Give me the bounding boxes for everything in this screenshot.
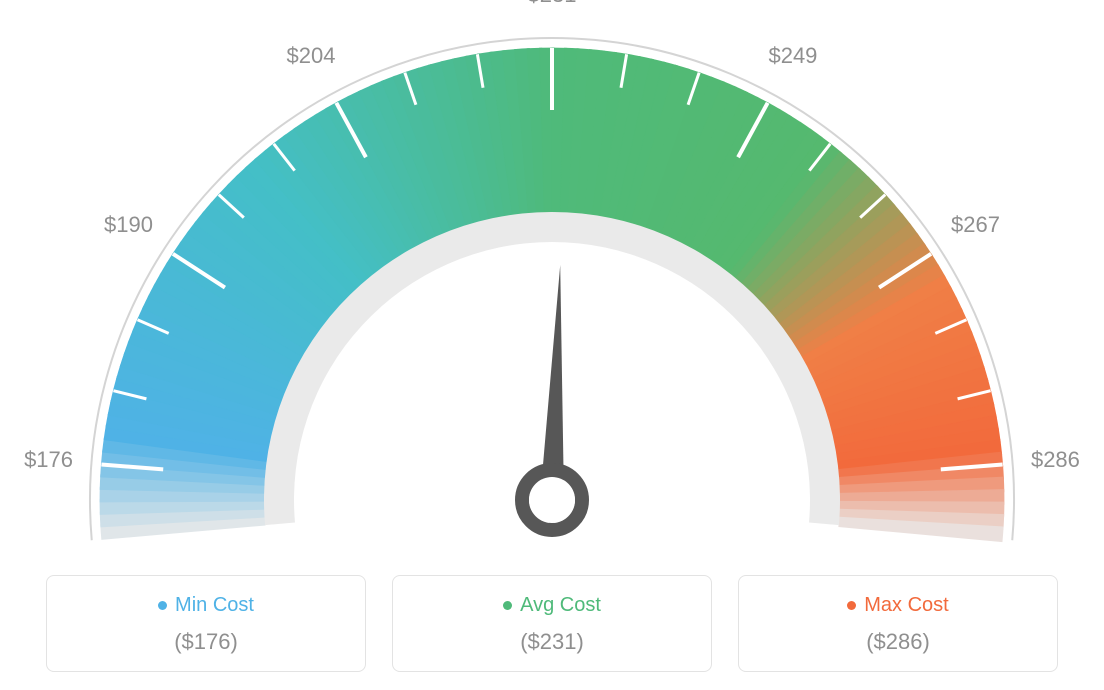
legend-card-max: Max Cost ($286)	[738, 575, 1058, 672]
gauge-tick-label: $267	[951, 212, 1000, 238]
gauge-tick-label: $249	[768, 43, 817, 69]
legend-label: Min Cost	[175, 594, 254, 617]
legend-value-avg: ($231)	[403, 629, 701, 655]
dot-icon	[847, 601, 856, 610]
legend-row: Min Cost ($176) Avg Cost ($231) Max Cost…	[0, 575, 1104, 672]
legend-label: Max Cost	[864, 594, 948, 617]
gauge-tick-label: $176	[24, 447, 73, 473]
legend-value-min: ($176)	[57, 629, 355, 655]
gauge-svg	[0, 0, 1104, 560]
legend-title-min: Min Cost	[158, 594, 254, 617]
gauge-tick-label: $286	[1031, 447, 1080, 473]
legend-card-avg: Avg Cost ($231)	[392, 575, 712, 672]
legend-label: Avg Cost	[520, 594, 601, 617]
gauge-tick-label: $190	[104, 212, 153, 238]
gauge-tick-label: $231	[528, 0, 577, 8]
dot-icon	[503, 601, 512, 610]
gauge-tick-label: $204	[287, 43, 336, 69]
legend-title-max: Max Cost	[847, 594, 948, 617]
legend-card-min: Min Cost ($176)	[46, 575, 366, 672]
legend-title-avg: Avg Cost	[503, 594, 601, 617]
dot-icon	[158, 601, 167, 610]
legend-value-max: ($286)	[749, 629, 1047, 655]
gauge-chart: $176 $190 $204 $231 $249 $267 $286	[0, 0, 1104, 560]
